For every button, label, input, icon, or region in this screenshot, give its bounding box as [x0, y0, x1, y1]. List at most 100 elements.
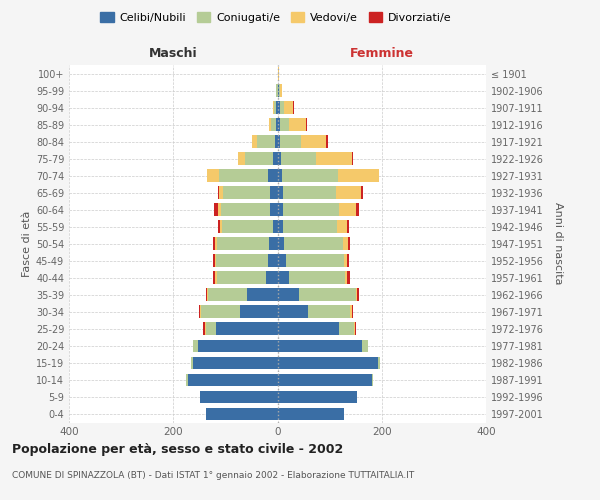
Bar [277, 356, 377, 370]
Bar [273, 220, 277, 233]
Bar [283, 204, 339, 216]
Bar [277, 220, 283, 233]
Bar [206, 322, 216, 336]
Bar [200, 306, 201, 318]
Bar [193, 356, 277, 370]
Text: Maschi: Maschi [149, 47, 197, 60]
Bar [352, 152, 353, 165]
Bar [308, 306, 350, 318]
Bar [268, 254, 277, 267]
Bar [280, 84, 281, 97]
Bar [270, 186, 277, 199]
Bar [201, 306, 240, 318]
Bar [277, 272, 289, 284]
Bar [280, 135, 301, 148]
Bar [277, 238, 284, 250]
Bar [269, 118, 271, 131]
Bar [277, 186, 283, 199]
Bar [208, 288, 247, 301]
Bar [269, 238, 277, 250]
Bar [203, 322, 205, 336]
Text: COMUNE DI SPINAZZOLA (BT) - Dati ISTAT 1° gennaio 2002 - Elaborazione TUTTAITALI: COMUNE DI SPINAZZOLA (BT) - Dati ISTAT 1… [12, 471, 414, 480]
Bar [289, 272, 345, 284]
Bar [277, 322, 339, 336]
Bar [289, 118, 305, 131]
Bar [257, 135, 275, 148]
Bar [326, 135, 328, 148]
Bar [222, 220, 273, 233]
Bar [186, 374, 188, 386]
Bar [356, 288, 357, 301]
Bar [217, 272, 266, 284]
Bar [188, 374, 277, 386]
Bar [206, 288, 207, 301]
Bar [207, 288, 208, 301]
Bar [293, 101, 294, 114]
Bar [240, 306, 277, 318]
Bar [283, 220, 337, 233]
Bar [199, 306, 200, 318]
Bar [337, 220, 347, 233]
Bar [216, 322, 277, 336]
Bar [283, 186, 336, 199]
Bar [299, 288, 356, 301]
Bar [284, 101, 293, 114]
Bar [281, 152, 316, 165]
Text: Popolazione per età, sesso e stato civile - 2002: Popolazione per età, sesso e stato civil… [12, 442, 343, 456]
Bar [281, 170, 338, 182]
Bar [361, 186, 363, 199]
Bar [362, 340, 368, 352]
Bar [275, 135, 277, 148]
Bar [277, 170, 281, 182]
Bar [277, 374, 373, 386]
Bar [216, 254, 268, 267]
Bar [278, 84, 280, 97]
Bar [277, 254, 286, 267]
Bar [215, 238, 217, 250]
Bar [206, 408, 277, 420]
Bar [348, 238, 350, 250]
Bar [214, 238, 215, 250]
Bar [316, 152, 352, 165]
Bar [252, 135, 257, 148]
Y-axis label: Fasce di età: Fasce di età [22, 210, 32, 277]
Bar [273, 101, 274, 114]
Bar [377, 356, 380, 370]
Bar [218, 170, 268, 182]
Bar [221, 204, 270, 216]
Bar [277, 135, 280, 148]
Bar [277, 408, 344, 420]
Bar [271, 118, 277, 131]
Bar [200, 390, 277, 404]
Bar [277, 306, 308, 318]
Bar [220, 220, 222, 233]
Bar [214, 204, 218, 216]
Bar [277, 67, 278, 80]
Bar [217, 238, 269, 250]
Bar [305, 118, 307, 131]
Bar [277, 152, 281, 165]
Bar [207, 170, 218, 182]
Text: Femmine: Femmine [350, 47, 414, 60]
Bar [213, 254, 215, 267]
Bar [218, 186, 219, 199]
Bar [245, 152, 274, 165]
Bar [280, 118, 289, 131]
Bar [338, 170, 379, 182]
Bar [238, 152, 245, 165]
Bar [353, 322, 355, 336]
Bar [205, 322, 206, 336]
Bar [277, 204, 283, 216]
Bar [277, 288, 299, 301]
Bar [193, 340, 198, 352]
Bar [270, 204, 277, 216]
Bar [339, 322, 353, 336]
Bar [198, 340, 277, 352]
Bar [223, 186, 270, 199]
Bar [268, 170, 277, 182]
Bar [286, 254, 344, 267]
Legend: Celibi/Nubili, Coniugati/e, Vedovi/e, Divorziati/e: Celibi/Nubili, Coniugati/e, Vedovi/e, Di… [96, 8, 456, 28]
Bar [277, 101, 280, 114]
Bar [280, 101, 284, 114]
Bar [343, 238, 348, 250]
